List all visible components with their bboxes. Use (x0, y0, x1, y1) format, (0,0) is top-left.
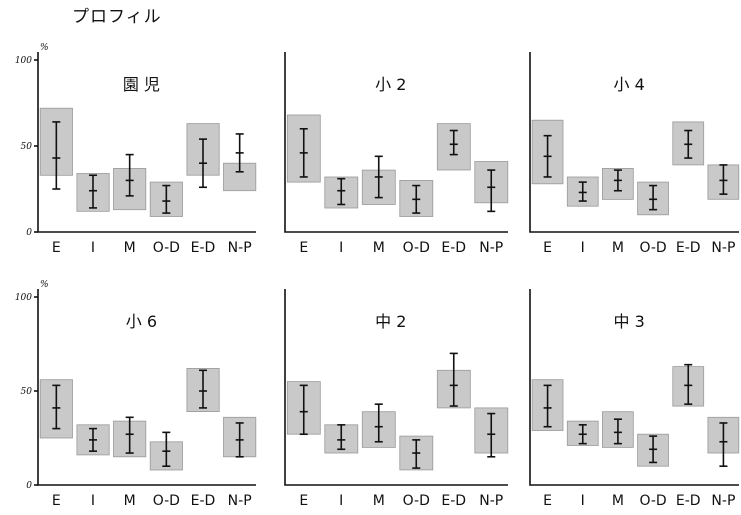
axis-frame (529, 52, 739, 233)
panel-6: E I M O-D E-D N-P 中 3 (529, 289, 740, 509)
category-label: O-D (153, 493, 180, 509)
axis-frame (284, 289, 508, 486)
panel-title: 小 2 (375, 75, 406, 94)
category-label: M (612, 493, 624, 509)
panel-3: E I M O-D E-D N-P 小 4 (529, 52, 740, 256)
y-unit-label: % (40, 43, 49, 53)
panel-4: E I M O-D E-D N-P 小 6 100 50 0% (15, 280, 257, 509)
page-title: プロフィル (72, 7, 162, 27)
category-label: M (612, 240, 624, 256)
category-label: M (124, 240, 136, 256)
y-tick-label: 0 (26, 481, 32, 491)
panel-title: 小 6 (126, 312, 157, 331)
category-label: E (299, 240, 308, 256)
y-tick-label: 100 (15, 293, 32, 303)
panel-title: 中 3 (614, 312, 645, 331)
category-label: E (543, 493, 552, 509)
panel-1: E I M O-D E-D N-P 園 児 100 50 0% (15, 43, 257, 256)
category-label: O-D (639, 493, 666, 509)
category-label: N-P (228, 493, 252, 509)
category-label: E-D (191, 240, 216, 256)
category-label: E (52, 493, 61, 509)
category-label: O-D (639, 240, 666, 256)
category-label: O-D (153, 240, 180, 256)
panel-title: 園 児 (123, 75, 160, 94)
panel-5: E I M O-D E-D N-P 中 2 (284, 289, 509, 509)
category-label: I (581, 493, 585, 509)
category-label: I (91, 240, 95, 256)
category-label: N-P (479, 240, 503, 256)
category-label: M (373, 493, 385, 509)
y-unit-label: % (40, 280, 49, 290)
category-label: M (373, 240, 385, 256)
category-label: E-D (441, 240, 466, 256)
category-label: O-D (403, 240, 430, 256)
y-tick-label: 50 (21, 387, 33, 397)
category-label: E-D (191, 493, 216, 509)
category-label: E-D (676, 240, 701, 256)
category-label: E (52, 240, 61, 256)
category-label: O-D (403, 493, 430, 509)
category-label: I (581, 240, 585, 256)
panel-2: E I M O-D E-D N-P 小 2 (284, 52, 509, 256)
category-label: E-D (441, 493, 466, 509)
panel-title: 中 2 (375, 312, 406, 331)
category-label: N-P (711, 240, 735, 256)
axis-frame (284, 52, 508, 233)
y-tick-label: 0 (26, 228, 32, 238)
y-tick-label: 50 (21, 142, 33, 152)
category-label: E-D (676, 493, 701, 509)
category-label: I (339, 240, 343, 256)
category-label: I (339, 493, 343, 509)
category-label: E (543, 240, 552, 256)
category-label: N-P (479, 493, 503, 509)
category-label: E (299, 493, 308, 509)
y-tick-label: 100 (15, 56, 32, 66)
axis-frame (529, 289, 739, 486)
category-label: I (91, 493, 95, 509)
category-label: M (124, 493, 136, 509)
category-label: N-P (711, 493, 735, 509)
panel-title: 小 4 (614, 75, 645, 94)
category-label: N-P (228, 240, 252, 256)
